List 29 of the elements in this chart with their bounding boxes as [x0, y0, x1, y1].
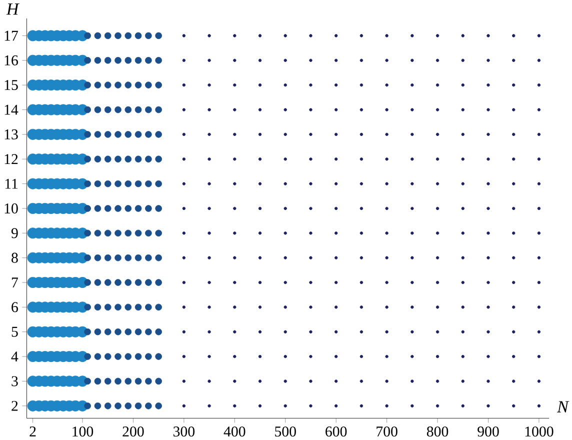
y-tick-label: 6	[12, 302, 18, 312]
x-tick-label: 600	[326, 426, 347, 437]
x-tick-label: 800	[426, 426, 448, 437]
x-tick-label: 500	[275, 426, 296, 437]
x-axis-title: N	[557, 401, 570, 412]
y-tick-label: 17	[4, 30, 18, 41]
y-tick-label: 13	[4, 129, 18, 140]
y-axis-title: H	[6, 4, 20, 15]
x-tick-label: 2	[30, 426, 36, 436]
x-tick-label: 900	[478, 426, 499, 437]
y-tick-label: 5	[12, 326, 18, 337]
y-tick-label: 3	[12, 376, 18, 386]
x-tick-label: 200	[122, 426, 144, 437]
x-tick-label: 100	[72, 426, 94, 437]
x-tick-label: 300	[174, 426, 195, 437]
y-tick-label: 11	[5, 178, 18, 189]
y-tick-label: 4	[11, 352, 18, 362]
y-tick-label: 7	[12, 278, 18, 288]
y-tick-label: 10	[4, 203, 18, 214]
x-tick-label: 700	[376, 426, 398, 437]
y-tick-label: 16	[4, 55, 18, 66]
y-tick-label: 9	[11, 228, 18, 238]
y-tick-label: 15	[4, 80, 18, 90]
y-tick-label: 8	[12, 252, 18, 263]
y-tick-label: 12	[4, 154, 18, 164]
x-tick-label: 1000	[525, 426, 554, 437]
y-tick-label: 2	[12, 400, 18, 411]
x-tick-label: 400	[224, 426, 246, 437]
y-tick-label: 14	[4, 104, 18, 115]
